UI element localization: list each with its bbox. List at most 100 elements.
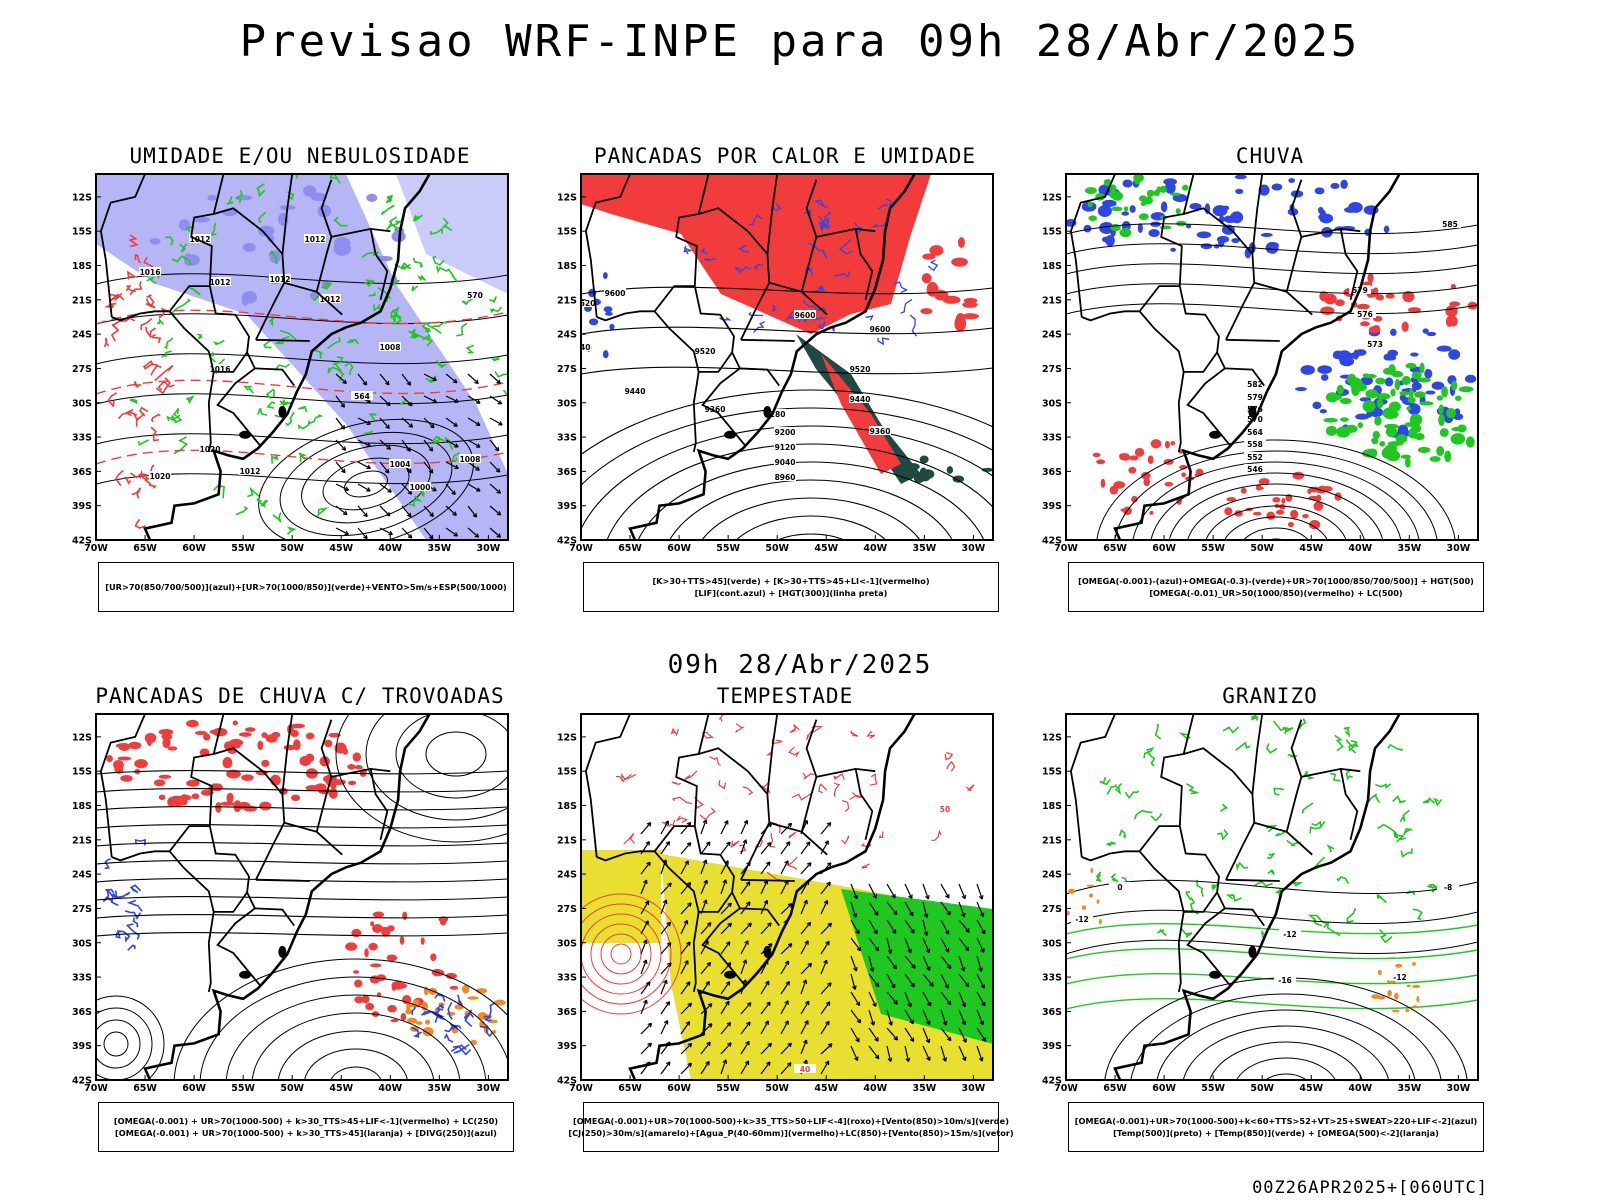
humidity-low-contour bbox=[235, 190, 243, 204]
wind-vector bbox=[850, 1027, 860, 1043]
humidity-low-contour bbox=[210, 222, 217, 236]
storm-red-blob bbox=[324, 739, 333, 748]
streamline bbox=[277, 1030, 435, 1080]
wind-vector-head bbox=[803, 899, 808, 905]
map-frame bbox=[1065, 173, 1479, 541]
omega-green-blob bbox=[1408, 388, 1414, 399]
lon-label: 35W bbox=[427, 543, 451, 554]
omega-orange-blob bbox=[1412, 961, 1416, 966]
omega-blue-blob bbox=[1360, 376, 1374, 386]
storm-red-blob bbox=[354, 764, 363, 770]
precipitable-water-contour bbox=[581, 903, 672, 1005]
wind-vector-head bbox=[683, 919, 689, 925]
storm-red-blob bbox=[290, 794, 301, 802]
wind-vector bbox=[680, 842, 692, 855]
rain-red-blob bbox=[1335, 299, 1345, 307]
temp500-isoline bbox=[1209, 1041, 1363, 1080]
streamline bbox=[225, 994, 487, 1080]
wind-vector bbox=[820, 982, 832, 995]
lat-label: 21S bbox=[72, 295, 92, 306]
political-border bbox=[584, 174, 631, 318]
lagoon-patos bbox=[763, 945, 772, 958]
omega-blue-blob bbox=[1320, 374, 1329, 381]
storm-red-blob bbox=[186, 779, 200, 787]
contour-label: 1016 bbox=[140, 268, 161, 277]
temp500-isoline bbox=[1156, 1009, 1416, 1080]
political-border bbox=[584, 714, 631, 858]
humidity-low-contour bbox=[173, 436, 188, 455]
wind-vector-head bbox=[893, 1036, 899, 1041]
wind-vector-head bbox=[765, 980, 770, 986]
lon-label: 70W bbox=[84, 1083, 108, 1094]
rain-red-blob bbox=[1096, 459, 1106, 465]
rain-red-blob bbox=[1290, 509, 1299, 519]
wind-vector-head bbox=[366, 442, 371, 448]
omega-blue-blob bbox=[1397, 424, 1409, 436]
contour-label-bg bbox=[604, 288, 626, 297]
contour-label-bg bbox=[581, 342, 591, 351]
contour-label: 1012 bbox=[305, 235, 326, 244]
lif-blob bbox=[602, 272, 608, 280]
political-border bbox=[698, 207, 749, 232]
rain-red-blob bbox=[1252, 511, 1262, 516]
storm-red-blob bbox=[232, 720, 238, 726]
wind-vector bbox=[904, 991, 912, 1008]
wind-vector-head bbox=[804, 1020, 809, 1025]
storm-red-blob bbox=[117, 756, 132, 761]
humidity-low-contour bbox=[196, 333, 203, 340]
lat-label: 39S bbox=[557, 1041, 577, 1052]
hgt300-isoline bbox=[776, 533, 846, 540]
wind-vector-head bbox=[705, 1060, 710, 1066]
humidity-upper-area bbox=[96, 174, 508, 540]
panel-title: PANCADAS POR CALOR E UMIDADE bbox=[593, 144, 976, 168]
wind-vector-head bbox=[495, 468, 501, 473]
wind-vector-head bbox=[874, 1037, 879, 1042]
lon-label: 45W bbox=[1299, 543, 1323, 554]
omega-blue-blob bbox=[1265, 241, 1279, 254]
omega-green-blob bbox=[1439, 428, 1449, 437]
contour-label-bg bbox=[1354, 309, 1376, 318]
omega-green-blob bbox=[1362, 400, 1376, 413]
lat-label: 21S bbox=[557, 835, 577, 846]
omega-green-blob bbox=[1405, 362, 1417, 369]
streamline bbox=[96, 860, 508, 865]
storm-red-blob bbox=[203, 733, 211, 741]
contour-label: 9440 bbox=[850, 395, 871, 404]
storm-red-blob bbox=[400, 1012, 407, 1022]
political-border bbox=[1251, 714, 1264, 795]
divergence-contour bbox=[105, 888, 115, 897]
wind-vector-head bbox=[430, 423, 435, 429]
isobar bbox=[96, 353, 508, 365]
lagoon-patos bbox=[278, 405, 287, 418]
streamline bbox=[96, 770, 508, 775]
streamline bbox=[96, 914, 508, 919]
storm-red-blob bbox=[361, 994, 370, 1004]
wind-vector-head bbox=[787, 822, 793, 828]
wind-vector bbox=[868, 1045, 880, 1060]
contour-label: 1020 bbox=[150, 472, 171, 481]
wind-vector-head bbox=[962, 1038, 967, 1043]
omega-blue-blob bbox=[1102, 199, 1117, 207]
humidity-low-contour bbox=[388, 216, 398, 231]
hgt500-isoline bbox=[1066, 303, 1478, 315]
wind-vector bbox=[401, 527, 413, 539]
wind-vector-head bbox=[981, 1001, 986, 1007]
omega-orange-blob bbox=[1068, 888, 1075, 894]
wind-vector-head bbox=[873, 911, 879, 916]
omega-green-blob bbox=[1414, 433, 1425, 441]
wind-vector bbox=[467, 483, 481, 492]
wind-vector bbox=[640, 879, 648, 895]
omega-green-blob bbox=[1414, 391, 1426, 398]
lat-label: 39S bbox=[557, 501, 577, 512]
lat-label: 36S bbox=[72, 1007, 92, 1018]
wind-vector-head bbox=[452, 378, 458, 384]
humidity-blob bbox=[310, 192, 328, 202]
omega-blue-blob bbox=[1231, 238, 1240, 244]
divergence-contour bbox=[110, 891, 119, 907]
rain-red-blob bbox=[1255, 484, 1262, 491]
wind-vector bbox=[940, 1045, 947, 1062]
storm-red-blob bbox=[226, 792, 234, 804]
temp850-contour bbox=[1387, 743, 1404, 751]
rain-red-blob bbox=[1109, 485, 1119, 495]
wind-vector bbox=[922, 973, 934, 987]
